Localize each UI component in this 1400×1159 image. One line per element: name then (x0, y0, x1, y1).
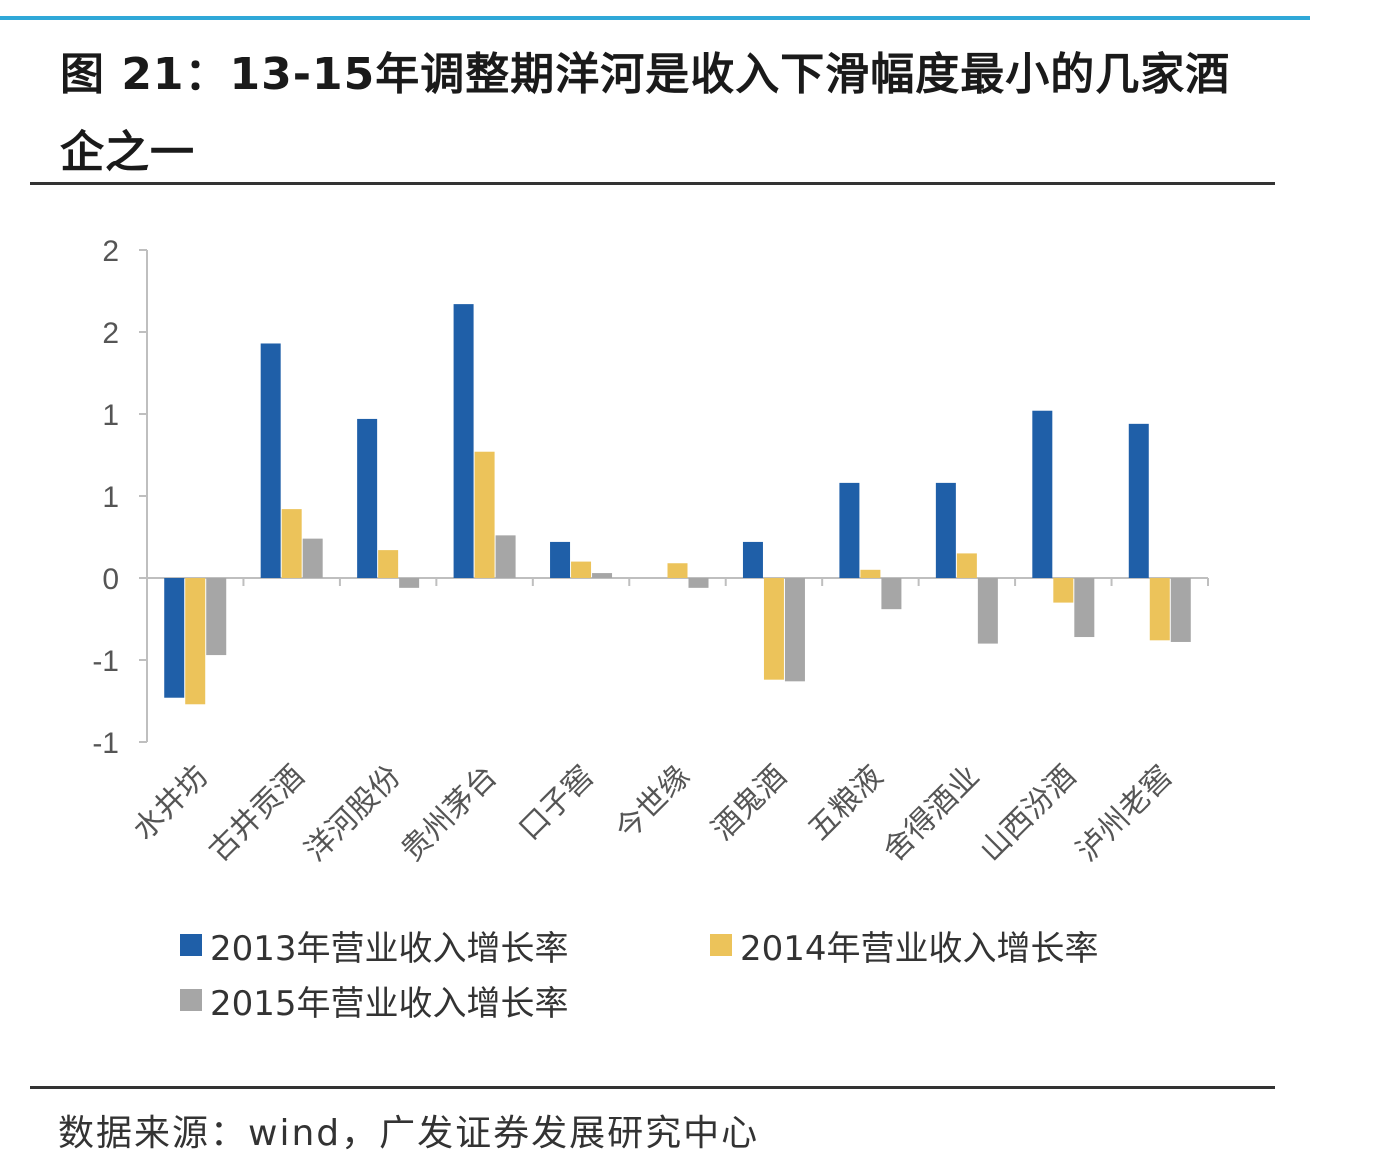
legend-item-2014: 2014年营业收入增长率 (710, 920, 1099, 970)
bar-2015-8 (977, 578, 998, 644)
bar-2015-9 (1074, 578, 1095, 638)
title-divider (30, 182, 1275, 185)
bar-2013-10 (1128, 423, 1149, 578)
x-tick-label: 洋河股份 (298, 759, 408, 869)
bar-2014-8 (956, 553, 977, 578)
legend-swatch-2014 (710, 934, 732, 956)
x-tick-label: 舍得酒业 (877, 759, 987, 869)
legend-item-2013: 2013年营业收入增长率 (180, 920, 569, 970)
bar-2015-2 (399, 578, 420, 588)
y-tick-labels: 2 2 1 1 0 -1 -1 (92, 235, 119, 760)
bar-2013-2 (357, 418, 378, 578)
legend-item-2015: 2015年营业收入增长率 (180, 975, 569, 1025)
bar-2014-7 (860, 569, 881, 578)
x-tick-label: 贵州茅台 (395, 759, 505, 869)
x-tick-label: 泸州老窖 (1070, 759, 1180, 869)
bar-2015-7 (881, 578, 902, 610)
y-tick-label: 1 (102, 399, 119, 432)
bar-2014-9 (1053, 578, 1074, 603)
bar-2015-0 (206, 578, 227, 656)
chart-bars (164, 304, 1191, 705)
bar-2014-3 (474, 451, 495, 578)
bar-2013-9 (1032, 410, 1053, 578)
bar-2013-1 (260, 343, 281, 578)
y-tick-label: 2 (102, 317, 119, 350)
bar-2014-10 (1149, 578, 1170, 641)
y-tick-label: -1 (92, 645, 119, 678)
bar-2013-7 (839, 482, 860, 578)
bar-2015-10 (1170, 578, 1191, 642)
legend-label-2013: 2013年营业收入增长率 (210, 928, 569, 969)
y-tick-label: 1 (102, 481, 119, 514)
bar-2013-0 (164, 578, 185, 698)
bar-2015-1 (302, 538, 323, 578)
bar-2015-3 (495, 535, 516, 578)
legend-swatch-2013 (180, 934, 202, 956)
x-tick-label: 水井坊 (126, 759, 214, 847)
chart-legend: 2013年营业收入增长率 2014年营业收入增长率 2015年营业收入增长率 (180, 920, 1280, 1030)
bar-2013-4 (550, 541, 571, 578)
legend-swatch-2015 (180, 989, 202, 1011)
y-tick-label: -1 (92, 727, 119, 760)
bar-2013-8 (935, 482, 956, 578)
bar-2014-6 (763, 578, 784, 680)
y-tick-label: 2 (102, 235, 119, 268)
bar-2014-4 (571, 561, 592, 578)
top-accent-rule (0, 16, 1310, 20)
bar-2014-1 (281, 509, 302, 578)
bar-2015-6 (784, 578, 805, 682)
x-tick-label: 山西汾酒 (973, 759, 1083, 869)
figure-title: 图 21：13-15年调整期洋河是收入下滑幅度最小的几家酒企之一 (60, 49, 1231, 178)
y-tick-label: 0 (102, 563, 119, 596)
legend-label-2014: 2014年营业收入增长率 (740, 928, 1099, 969)
x-tick-label: 口子窖 (512, 759, 600, 847)
bar-2013-6 (742, 541, 763, 578)
bar-2014-5 (667, 563, 688, 578)
source-note: 数据来源：wind，广发证券发展研究中心 (58, 1113, 760, 1154)
x-tick-label: 今世缘 (609, 759, 697, 847)
x-tick-label: 酒鬼酒 (705, 759, 793, 847)
bar-2015-5 (688, 578, 709, 588)
source-divider (30, 1086, 1275, 1089)
bar-2014-2 (378, 550, 399, 578)
x-tick-label: 古井贡酒 (202, 759, 312, 869)
bar-2015-4 (592, 573, 613, 578)
bar-2014-0 (185, 578, 206, 705)
bar-2013-3 (453, 304, 474, 578)
x-tick-label: 五粮液 (802, 759, 890, 847)
legend-label-2015: 2015年营业收入增长率 (210, 983, 569, 1024)
